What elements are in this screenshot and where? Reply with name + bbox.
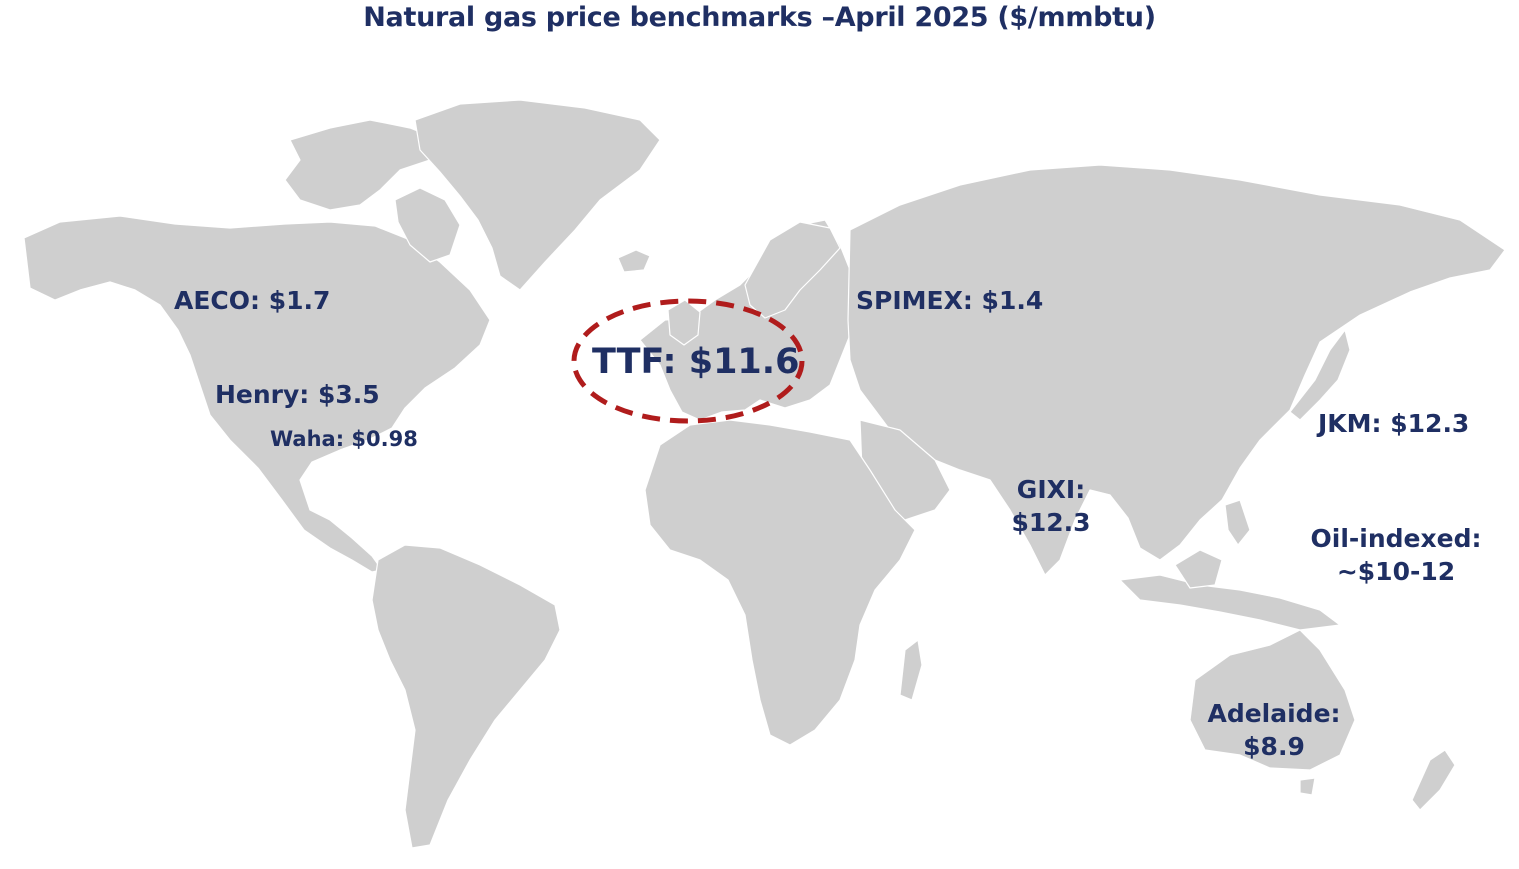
asia <box>847 164 1506 576</box>
iceland <box>617 249 651 273</box>
british-isles <box>667 299 701 346</box>
madagascar <box>899 639 923 701</box>
adelaide-price: $8.9 <box>1243 731 1305 761</box>
tasmania <box>1299 777 1316 796</box>
land-masses <box>23 99 1506 849</box>
spimex-label: SPIMEX: $1.4 <box>856 286 1044 315</box>
oil-indexed-price: ~$10-12 <box>1336 556 1456 586</box>
new-zealand <box>1411 749 1456 811</box>
gixi-label: GIXI: $12.3 <box>1005 474 1097 539</box>
oil-indexed-label: Oil-indexed: ~$10-12 <box>1302 523 1490 588</box>
philippines <box>1224 499 1251 546</box>
henry-label: Henry: $3.5 <box>215 380 380 409</box>
ttf-label: TTF: $11.6 <box>592 342 800 382</box>
aeco-label: AECO: $1.7 <box>174 286 331 315</box>
greenland <box>414 99 661 291</box>
adelaide-label: Adelaide: $8.9 <box>1198 698 1350 763</box>
adelaide-name: Adelaide: <box>1207 699 1341 728</box>
north-america <box>23 215 491 573</box>
south-america <box>371 544 561 849</box>
australia <box>1189 629 1356 771</box>
baffin-island <box>394 187 461 263</box>
waha-label: Waha: $0.98 <box>270 427 418 451</box>
oil-indexed-name: Oil-indexed: <box>1310 524 1482 553</box>
africa <box>644 419 916 746</box>
borneo <box>1174 549 1223 589</box>
jkm-label: JKM: $12.3 <box>1318 409 1470 438</box>
gixi-name: GIXI: <box>1016 475 1086 504</box>
arctic-islands <box>284 119 441 211</box>
map-title: Natural gas price benchmarks –April 2025… <box>363 2 1156 33</box>
gixi-price: $12.3 <box>1011 507 1091 537</box>
ttf-highlight-ellipse <box>571 298 805 424</box>
japan <box>1289 329 1351 421</box>
